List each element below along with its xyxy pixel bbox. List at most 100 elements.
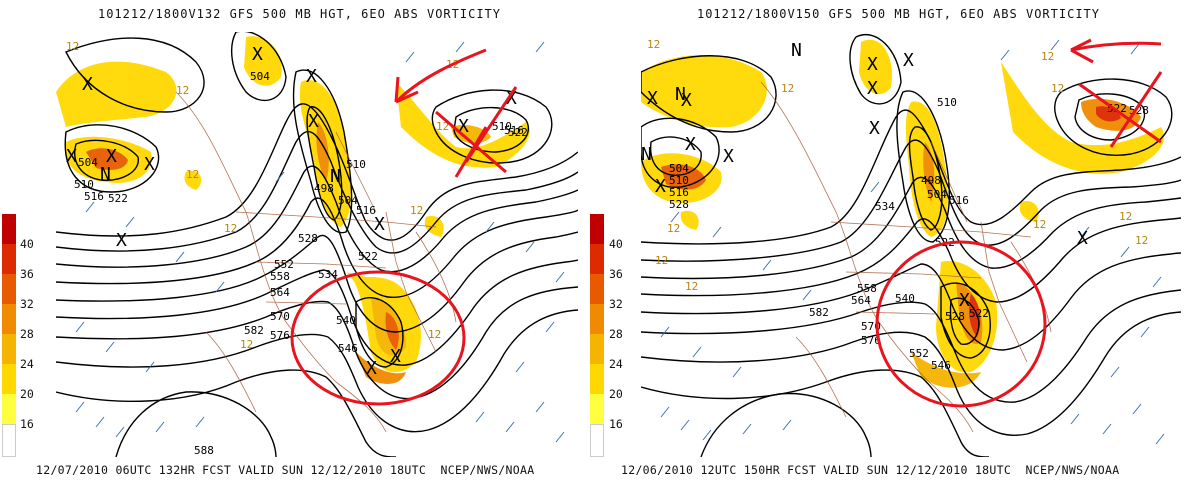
symbol: X <box>374 214 385 235</box>
symbol: N <box>641 144 652 165</box>
height-label: 510 <box>937 96 957 109</box>
colorbar-label: 16 <box>20 417 34 431</box>
symbol: X <box>252 44 263 65</box>
colorbar-label: 40 <box>20 237 34 251</box>
symbol: X <box>1077 228 1088 249</box>
symbol: N <box>675 84 686 105</box>
map-area: 504 510 516 528 498 504 516 510 534 522 … <box>641 32 1181 457</box>
symbol: N <box>330 166 341 187</box>
vort-label: 12 <box>1135 234 1148 247</box>
cross-out-marks <box>435 86 518 178</box>
vort-label: 12 <box>667 222 680 235</box>
symbol: X <box>144 154 155 175</box>
height-label: 504 <box>338 194 358 207</box>
height-label: 522 <box>358 250 378 263</box>
height-label: 528 <box>669 198 689 211</box>
symbol: X <box>366 358 377 379</box>
height-label: 516 <box>669 186 689 199</box>
map-title: 101212/1800V150 GFS 500 MB HGT, 6EO ABS … <box>696 7 1100 21</box>
colorbar-label: 32 <box>20 297 34 311</box>
vort-label: 12 <box>647 38 660 51</box>
height-label: 528 <box>298 232 318 245</box>
height-label: 576 <box>861 334 881 347</box>
height-label: 504 <box>250 70 270 83</box>
height-label: 516 <box>504 124 524 137</box>
symbol: X <box>458 116 469 137</box>
vort-label: 12 <box>240 338 253 351</box>
vort-label: 12 <box>781 82 794 95</box>
height-label: 510 <box>74 178 94 191</box>
vort-label: 12 <box>436 120 449 133</box>
map-area: 504 510 516 522 498 504 510 516 522 528 … <box>56 32 578 457</box>
map-footer: 12/07/2010 06UTC 132HR FCST VALID SUN 12… <box>36 463 535 477</box>
vorticity-labels: 12 12 12 12 12 12 12 12 12 <box>66 40 459 351</box>
height-label: 522 <box>108 192 128 205</box>
symbol: N <box>791 40 802 61</box>
height-label: 534 <box>875 200 895 213</box>
height-label: 552 <box>274 258 294 271</box>
height-label: 498 <box>314 182 334 195</box>
height-label: 564 <box>851 294 871 307</box>
wind-barbs <box>660 39 1165 445</box>
red-annotations <box>875 38 1163 408</box>
vort-label: 12 <box>186 168 199 181</box>
map-title: 101212/1800V132 GFS 500 MB HGT, 6EO ABS … <box>97 7 501 21</box>
height-label: 504 <box>669 162 689 175</box>
left-map-panel: 101212/1800V132 GFS 500 MB HGT, 6EO ABS … <box>2 7 578 477</box>
height-label: 588 <box>194 444 214 457</box>
arrow-line <box>1070 41 1162 52</box>
vort-label: 12 <box>410 204 423 217</box>
height-label: 558 <box>857 282 877 295</box>
vort-label: 12 <box>428 328 441 341</box>
map-footer: 12/06/2010 12UTC 150HR FCST VALID SUN 12… <box>621 463 1120 477</box>
height-label: 540 <box>895 292 915 305</box>
height-label: 510 <box>346 158 366 171</box>
vort-label: 12 <box>685 280 698 293</box>
height-label: 510 <box>492 120 512 133</box>
height-labels: 504 510 516 522 498 504 510 516 522 528 … <box>74 70 528 457</box>
height-label: 516 <box>949 194 969 207</box>
symbol: X <box>867 78 878 99</box>
height-label: 540 <box>336 314 356 327</box>
height-label: 504 <box>927 188 947 201</box>
symbol: X <box>647 88 658 109</box>
symbol: X <box>66 146 77 167</box>
height-label: 522 <box>969 307 989 320</box>
vort-label: 12 <box>176 84 189 97</box>
symbol: X <box>506 88 517 109</box>
center-symbols: N X X X X N X X X N X X X X <box>641 40 1088 311</box>
center-symbols: X X X X X N X X X N X X X X X <box>66 44 517 379</box>
cross-out-marks <box>1078 71 1163 148</box>
height-label: 516 <box>84 190 104 203</box>
colorbar-label: 36 <box>609 267 623 281</box>
wind-barbs <box>75 41 565 443</box>
colorbar-label: 32 <box>609 297 623 311</box>
height-label: 582 <box>244 324 264 337</box>
height-label: 582 <box>809 306 829 319</box>
vorticity-colorbar <box>2 214 16 457</box>
vorticity-colorbar <box>590 214 604 457</box>
height-label: 546 <box>338 342 358 355</box>
colorbar-label: 24 <box>609 357 623 371</box>
height-label: 528 <box>945 310 965 323</box>
highlight-circle <box>290 270 466 406</box>
arrow-head <box>1070 38 1094 64</box>
height-label: 558 <box>270 270 290 283</box>
height-label: 552 <box>909 347 929 360</box>
colorbar-label: 20 <box>20 387 34 401</box>
borders <box>175 91 457 433</box>
colorbar-label: 40 <box>609 237 623 251</box>
symbol: X <box>116 230 127 251</box>
height-label: 522 <box>508 126 528 139</box>
vort-label: 12 <box>1119 210 1132 223</box>
right-map-panel: 101212/1800V150 GFS 500 MB HGT, 6EO ABS … <box>590 0 1198 486</box>
symbol: X <box>306 66 317 87</box>
height-label: 510 <box>669 174 689 187</box>
vort-label: 12 <box>1041 50 1054 63</box>
red-annotations <box>290 48 518 406</box>
height-label: 570 <box>270 310 290 323</box>
highlight-circle <box>875 240 1047 408</box>
colorbar-label: 36 <box>20 267 34 281</box>
colorbar-label: 16 <box>609 417 623 431</box>
vort-label: 12 <box>1033 218 1046 231</box>
